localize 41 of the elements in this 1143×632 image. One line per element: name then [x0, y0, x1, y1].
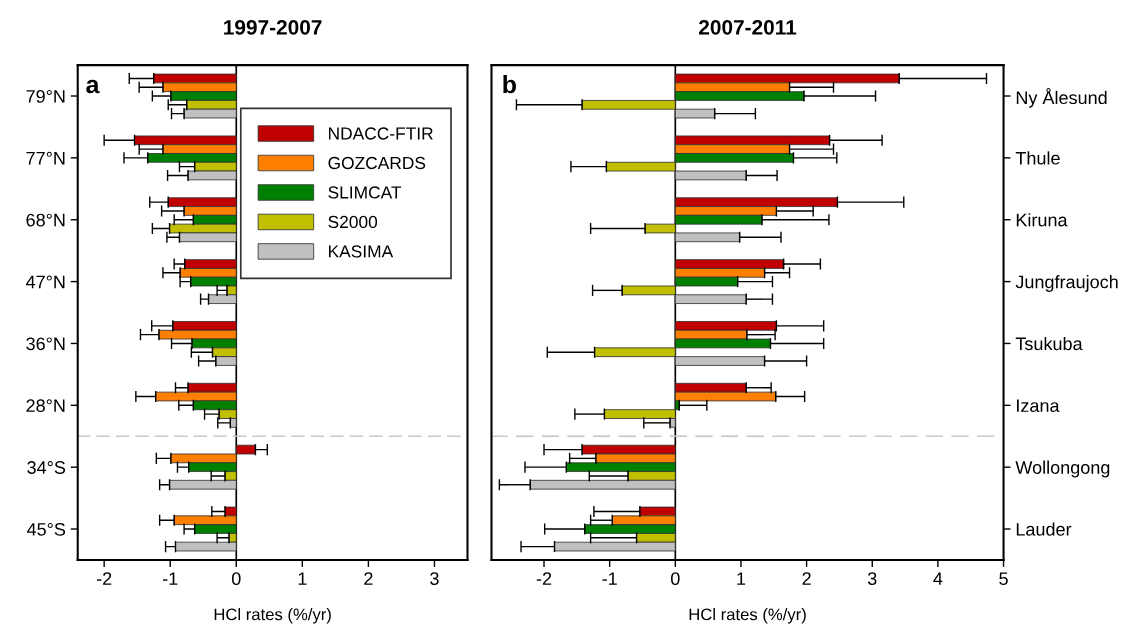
x-tick-label: 3	[867, 572, 877, 586]
y-tick-label: Jungfraujoch	[1015, 275, 1118, 292]
y-tick-label: Tsukuba	[1015, 336, 1083, 351]
y-tick-label: 77°N	[26, 151, 65, 165]
legend-label: KASIMA	[328, 245, 394, 258]
x-tick-label: 2	[364, 572, 373, 585]
y-tick-label: Kiruna	[1016, 213, 1068, 227]
chart-title: 1997-2007	[224, 19, 322, 35]
y-tick-label: Wollongong	[1015, 460, 1110, 478]
x-axis-title: HCl rates (%/yr)	[214, 608, 331, 624]
y-tick-label: Ny Ålesund	[1016, 88, 1107, 108]
legend-label: GOZCARDS	[328, 156, 426, 170]
y-tick-label: 36°N	[26, 337, 65, 351]
y-tick-label: 45°S	[26, 522, 66, 536]
annotation: b	[503, 74, 516, 94]
chart-title: 2007-2011	[699, 19, 797, 35]
x-axis-title: HCl rates (%/yr)	[689, 608, 806, 624]
y-tick-label: 34°S	[27, 461, 66, 474]
y-tick-label: 28°N	[26, 399, 65, 413]
y-tick-label: 47°N	[25, 275, 65, 289]
y-tick-label: Lauder	[1016, 522, 1072, 536]
y-tick-label: Thule	[1015, 151, 1060, 165]
x-tick-label: 4	[933, 572, 943, 585]
x-tick-label: 5	[999, 572, 1008, 586]
legend-label: S2000	[328, 215, 378, 229]
annotation: a	[86, 79, 100, 94]
y-tick-label: 79°N	[26, 89, 65, 103]
x-tick-label: -1	[602, 572, 617, 585]
x-tick-label: -2	[536, 572, 552, 585]
x-tick-label: 1	[298, 572, 307, 585]
y-tick-label: Izana	[1017, 399, 1060, 413]
x-tick-label: 2	[802, 572, 811, 585]
x-tick-label: -1	[162, 572, 178, 585]
legend-label: NDACC-FTIR	[328, 127, 433, 140]
y-tick-label: 68°N	[26, 213, 65, 227]
x-tick-label: 0	[670, 572, 680, 586]
x-tick-label: 3	[430, 572, 439, 586]
legend-label: SLIMCAT	[328, 186, 402, 199]
x-tick-label: 1	[737, 572, 746, 585]
x-tick-label: -2	[96, 572, 112, 585]
x-tick-label: 0	[231, 572, 241, 586]
